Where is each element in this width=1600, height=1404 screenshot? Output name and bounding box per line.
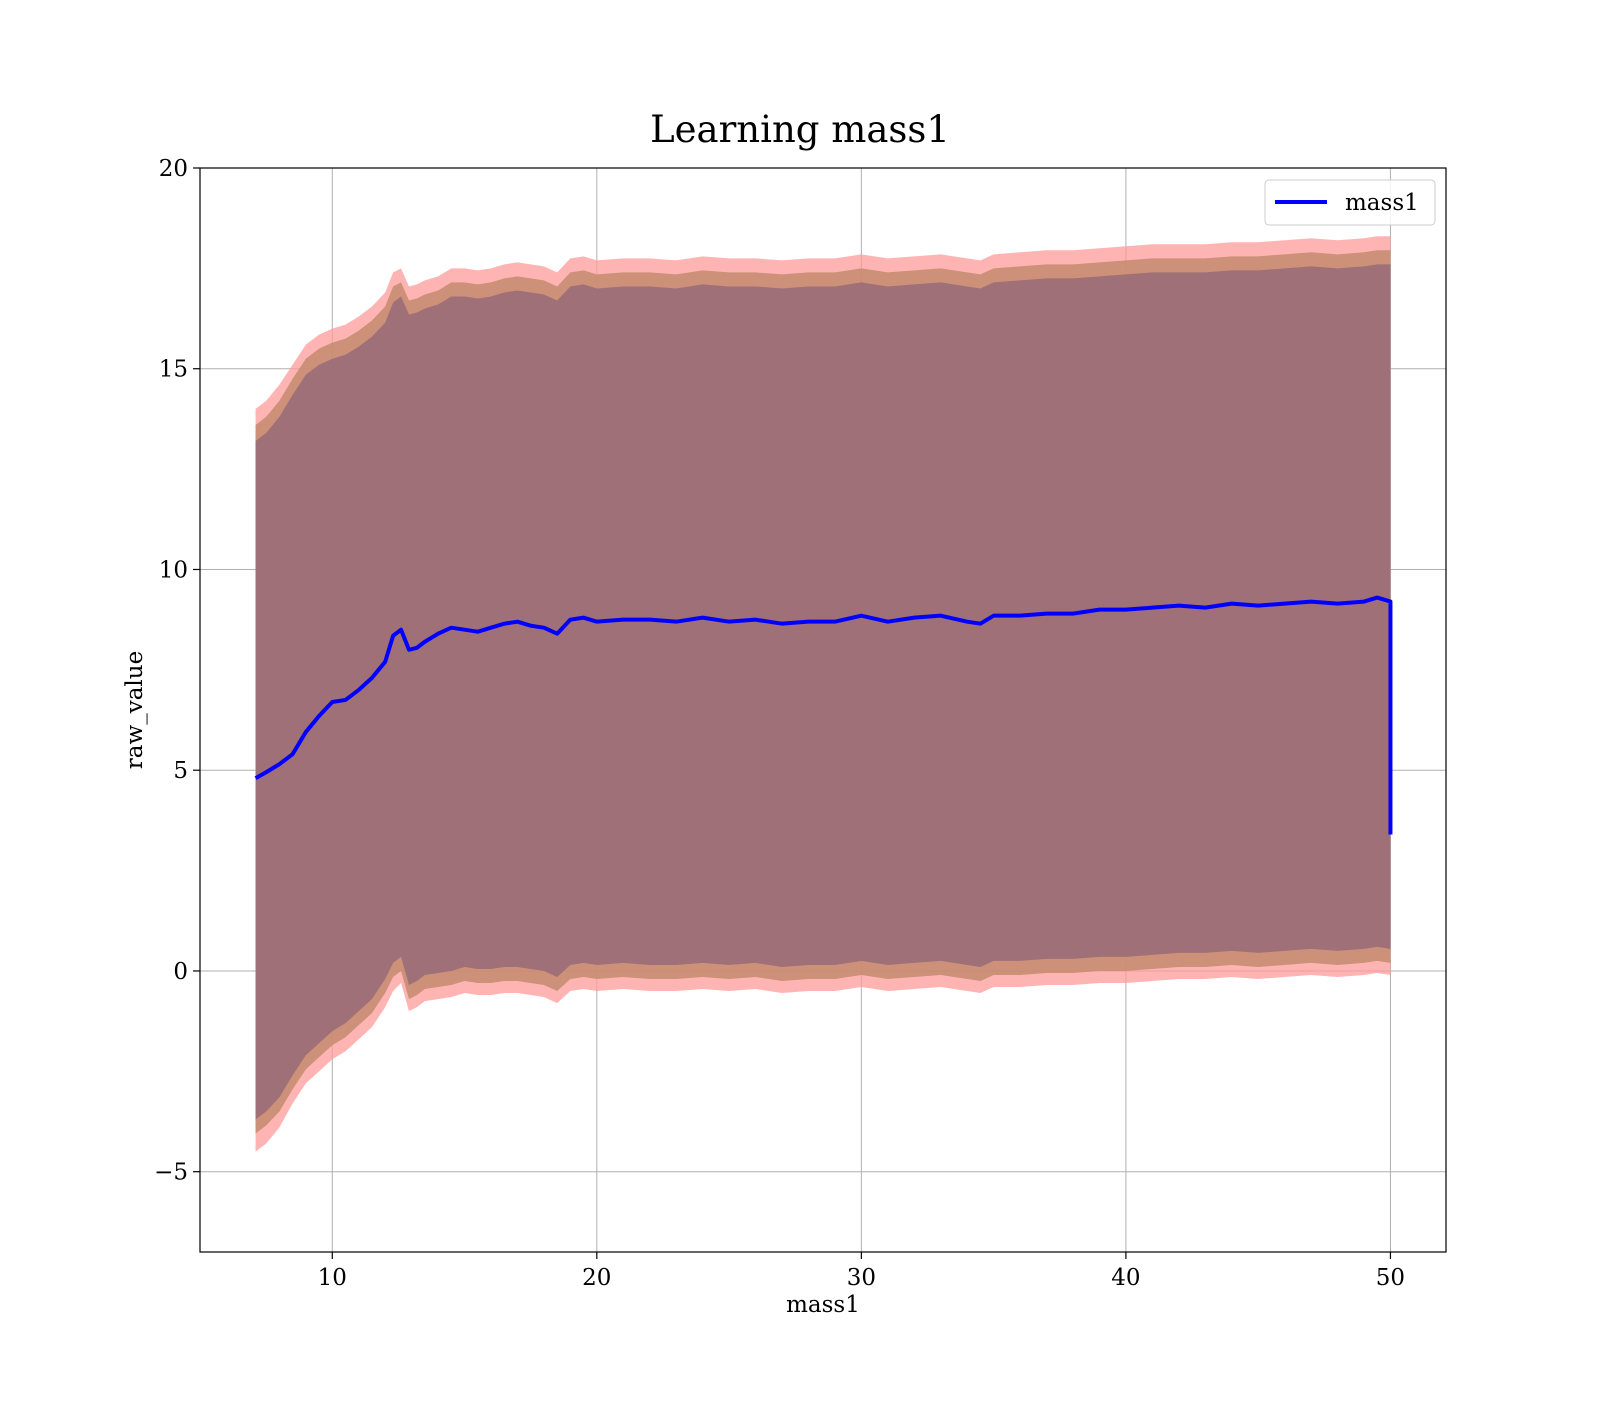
- chart-title: Learning mass1: [650, 108, 950, 151]
- y-tick-label: −5: [154, 1160, 188, 1186]
- y-tick-label: 20: [159, 156, 188, 182]
- y-axis-label: raw_value: [122, 651, 148, 769]
- legend-box: [1264, 179, 1436, 226]
- band-layer: [255, 236, 1391, 1152]
- x-tick-label: 20: [582, 1265, 611, 1291]
- legend-entry-label: mass1: [1345, 190, 1419, 216]
- x-tick-label: 30: [847, 1265, 876, 1291]
- series-line-mass1: [254, 595, 1393, 835]
- line-layer: [254, 595, 1393, 835]
- band-inner: [255, 264, 1391, 1120]
- x-tick-label: 50: [1376, 1265, 1405, 1291]
- x-tick-label: 40: [1111, 1265, 1140, 1291]
- plot-frame: [199, 167, 1447, 1253]
- legend: mass1: [1264, 179, 1436, 226]
- tick-layer: 10 20 30 40 50 −5 0 5 10 15 20: [154, 156, 1405, 1291]
- y-tick-label: 5: [173, 758, 188, 784]
- y-tick-label: 15: [159, 357, 188, 383]
- x-tick-label: 10: [318, 1265, 347, 1291]
- y-tick-label: 10: [159, 557, 188, 583]
- x-axis-label: mass1: [786, 1292, 860, 1318]
- y-tick-label: 0: [173, 959, 188, 985]
